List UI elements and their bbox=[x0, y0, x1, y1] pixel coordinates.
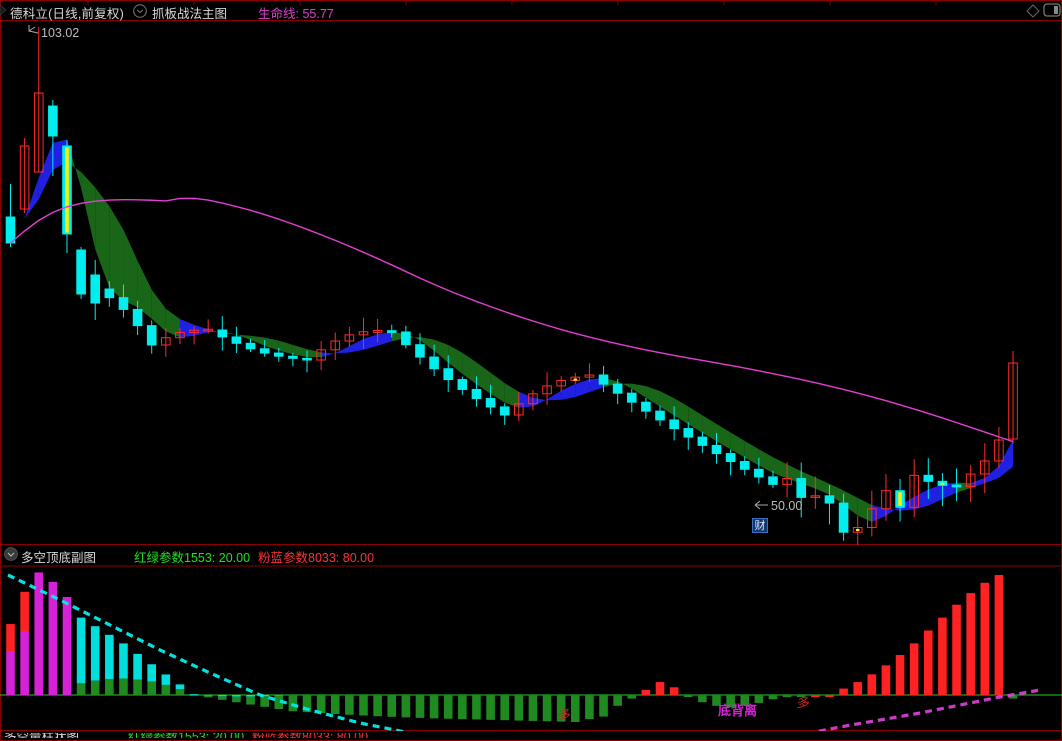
svg-text:103.02: 103.02 bbox=[41, 26, 79, 40]
svg-text:50.00: 50.00 bbox=[771, 499, 802, 513]
